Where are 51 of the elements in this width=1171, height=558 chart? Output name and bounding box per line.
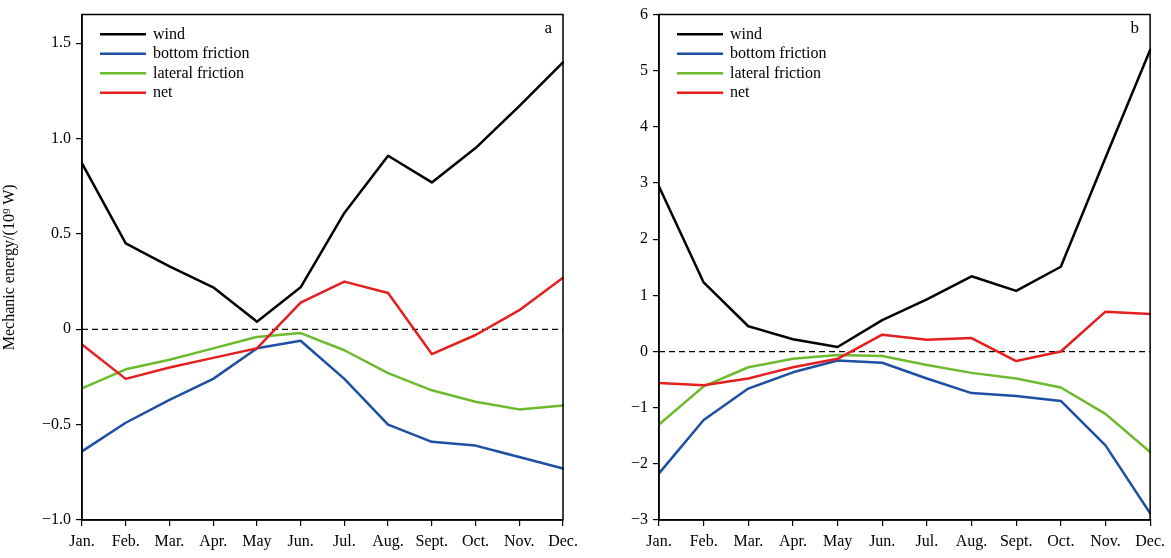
x-tick-label: Nov. bbox=[504, 531, 535, 549]
y-tick-label: 5 bbox=[640, 60, 648, 78]
y-tick-label: 1 bbox=[640, 285, 648, 303]
x-tick-label: May bbox=[822, 531, 853, 550]
x-tick-label: May bbox=[242, 531, 272, 550]
y-tick-label: −1 bbox=[630, 397, 648, 415]
x-tick-label: Mar. bbox=[154, 531, 185, 549]
y-tick-label: 1.0 bbox=[51, 128, 71, 146]
y-tick-label: 0.5 bbox=[51, 224, 71, 242]
x-tick-label: Sept. bbox=[999, 531, 1033, 550]
x-tick-label: Aug. bbox=[955, 531, 988, 550]
x-tick-label: Dec. bbox=[548, 531, 578, 549]
x-tick-label: Jul. bbox=[333, 531, 356, 549]
x-tick-label: Mar. bbox=[733, 531, 764, 549]
x-tick-label: Jun. bbox=[287, 531, 314, 549]
x-tick-label: Oct. bbox=[1047, 531, 1075, 549]
y-tick-label: −2 bbox=[630, 454, 648, 472]
x-tick-label: Apr. bbox=[199, 531, 228, 550]
y-tick-label: 2 bbox=[640, 229, 648, 247]
legend-label: lateral friction bbox=[730, 63, 822, 81]
x-tick-label: Oct. bbox=[461, 531, 490, 549]
y-tick-label: 6 bbox=[640, 4, 648, 22]
y-tick-label: 0 bbox=[640, 341, 648, 359]
x-tick-label: Jan. bbox=[646, 531, 672, 549]
legend-label: net bbox=[153, 83, 174, 101]
y-tick-label: 0 bbox=[63, 319, 71, 337]
x-tick-label: Feb. bbox=[689, 531, 718, 549]
y-tick-label: −3 bbox=[630, 510, 648, 528]
x-tick-label: Nov. bbox=[1090, 531, 1121, 549]
x-tick-label: Jun. bbox=[869, 531, 896, 549]
x-tick-label: Dec. bbox=[1135, 531, 1165, 549]
x-tick-label: Aug. bbox=[372, 531, 404, 550]
legend-label: wind bbox=[153, 24, 185, 42]
x-tick-label: Sept. bbox=[415, 531, 449, 550]
annotation: a bbox=[544, 18, 553, 38]
annotation: b bbox=[1130, 18, 1140, 38]
legend-label: net bbox=[730, 83, 751, 101]
x-tick-label: Jan. bbox=[69, 531, 95, 549]
legend-label: bottom friction bbox=[730, 44, 827, 62]
legend-label: wind bbox=[730, 24, 762, 42]
legend-label: bottom friction bbox=[153, 44, 250, 62]
y-tick-label: 3 bbox=[640, 173, 648, 191]
y-tick-label: −0.5 bbox=[41, 414, 71, 432]
x-tick-label: Apr. bbox=[778, 531, 807, 550]
x-tick-label: Jul. bbox=[915, 531, 939, 549]
y-tick-label: 1.5 bbox=[51, 33, 71, 51]
legend-label: lateral friction bbox=[153, 63, 245, 81]
y-tick-label: −1.0 bbox=[41, 510, 71, 528]
y-axis-title: Mechanic energy/(10⁹ W) bbox=[0, 184, 18, 351]
x-tick-label: Feb. bbox=[111, 531, 140, 549]
y-tick-label: 4 bbox=[640, 117, 648, 135]
